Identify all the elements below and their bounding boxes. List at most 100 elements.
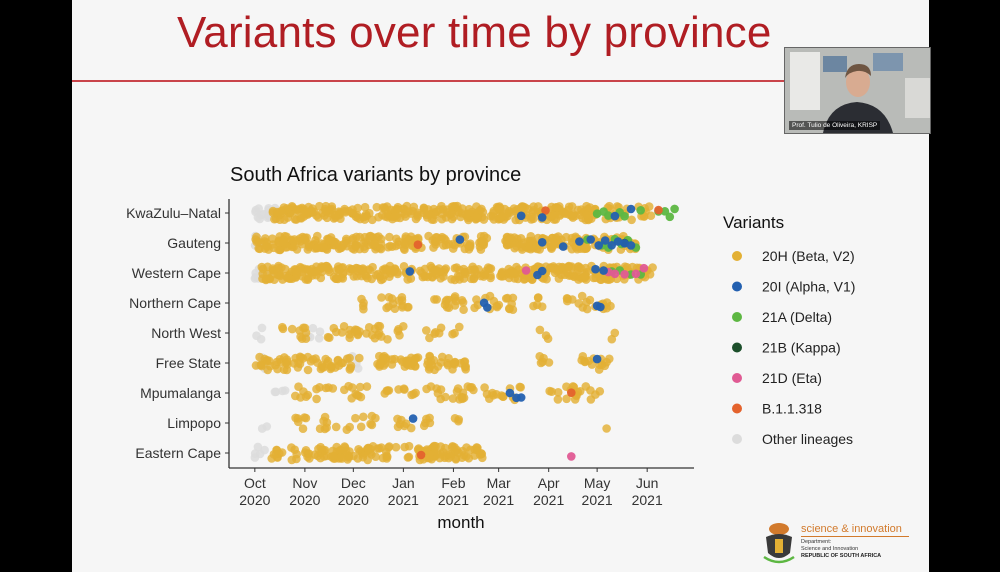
data-point xyxy=(431,233,441,242)
data-point xyxy=(455,322,464,332)
data-point xyxy=(272,446,282,455)
data-point xyxy=(610,269,620,279)
data-point xyxy=(410,361,420,371)
data-point xyxy=(344,381,353,391)
data-point xyxy=(377,443,386,452)
data-point xyxy=(403,275,413,284)
x-tick-label: 2020 xyxy=(239,492,270,508)
data-point xyxy=(411,353,421,363)
data-point xyxy=(316,453,325,463)
data-point xyxy=(533,202,543,211)
data-point xyxy=(366,231,375,241)
data-point xyxy=(355,382,365,392)
data-point xyxy=(404,452,414,462)
data-point xyxy=(597,360,607,369)
y-tick-label-limpopo: Limpopo xyxy=(167,415,221,431)
data-point xyxy=(393,326,403,336)
data-point xyxy=(275,245,285,254)
data-point xyxy=(293,417,303,427)
data-point xyxy=(441,264,451,273)
legend-label-20i-alpha-v1: 20I (Alpha, V1) xyxy=(762,279,855,295)
data-point xyxy=(585,203,595,212)
data-point xyxy=(591,264,600,274)
data-point xyxy=(376,234,386,244)
data-point xyxy=(356,422,366,432)
data-point xyxy=(496,214,505,223)
data-point xyxy=(516,383,525,392)
data-point xyxy=(422,326,431,335)
data-point xyxy=(505,388,515,398)
data-point xyxy=(299,387,308,396)
data-point xyxy=(297,214,306,223)
y-tick-label-eastern-cape: Eastern Cape xyxy=(135,445,221,461)
data-point xyxy=(301,413,311,423)
data-point xyxy=(299,323,308,333)
data-point xyxy=(338,268,348,278)
x-tick-label: Dec xyxy=(341,475,366,491)
y-tick-label-gauteng: Gauteng xyxy=(167,235,221,251)
data-point xyxy=(529,214,538,224)
data-point xyxy=(479,269,489,279)
data-point xyxy=(283,360,292,369)
data-point xyxy=(384,265,394,275)
y-tick-label-western-cape: Western Cape xyxy=(132,265,221,281)
data-point xyxy=(449,212,458,222)
data-point xyxy=(592,354,602,364)
legend: Variants 20H (Beta, V2) 20I (Alpha, V1) 21… xyxy=(723,213,855,447)
x-tick-label: 2020 xyxy=(338,492,369,508)
legend-swatch-21b-kappa xyxy=(732,342,742,353)
data-point xyxy=(489,208,498,218)
data-point xyxy=(375,322,385,331)
data-point xyxy=(477,236,487,246)
data-point xyxy=(255,244,264,254)
data-point xyxy=(269,243,278,253)
x-tick-label: 2021 xyxy=(632,492,663,508)
data-point xyxy=(441,392,450,402)
data-point xyxy=(421,418,430,428)
data-point xyxy=(435,453,445,463)
data-point xyxy=(670,204,679,214)
data-point xyxy=(564,261,574,271)
data-point xyxy=(319,242,328,252)
data-point xyxy=(472,295,481,304)
data-point xyxy=(256,360,266,370)
data-point xyxy=(478,207,488,217)
data-point xyxy=(443,360,453,370)
data-point xyxy=(301,334,311,344)
data-point xyxy=(283,242,292,252)
data-point xyxy=(573,265,583,274)
data-point xyxy=(380,389,390,398)
data-point xyxy=(368,240,378,250)
data-point xyxy=(553,388,563,397)
data-point xyxy=(312,394,321,404)
data-point xyxy=(330,363,340,372)
data-point xyxy=(383,242,393,252)
x-tick-label: 2020 xyxy=(289,492,320,508)
data-point xyxy=(355,232,365,242)
x-tick-label: 2021 xyxy=(582,492,613,508)
data-point xyxy=(368,215,377,225)
data-point xyxy=(255,214,265,224)
data-point xyxy=(567,388,576,398)
data-point xyxy=(324,383,333,392)
data-point xyxy=(287,202,297,211)
data-point xyxy=(274,261,283,271)
data-point xyxy=(470,265,480,274)
logo-tagline: science & innovation xyxy=(801,523,902,535)
data-point xyxy=(347,208,357,218)
data-point xyxy=(646,211,656,220)
data-point xyxy=(390,205,400,215)
x-tick-label: Mar xyxy=(487,475,511,491)
data-point xyxy=(431,441,440,451)
data-point xyxy=(433,389,443,398)
data-point xyxy=(287,324,297,334)
data-point xyxy=(518,238,528,248)
data-point xyxy=(665,212,675,222)
data-point xyxy=(613,237,623,246)
data-point xyxy=(476,449,486,458)
data-point xyxy=(359,412,368,422)
data-point xyxy=(483,303,492,312)
data-point xyxy=(391,442,401,452)
data-point xyxy=(345,365,355,374)
data-point xyxy=(577,205,586,214)
